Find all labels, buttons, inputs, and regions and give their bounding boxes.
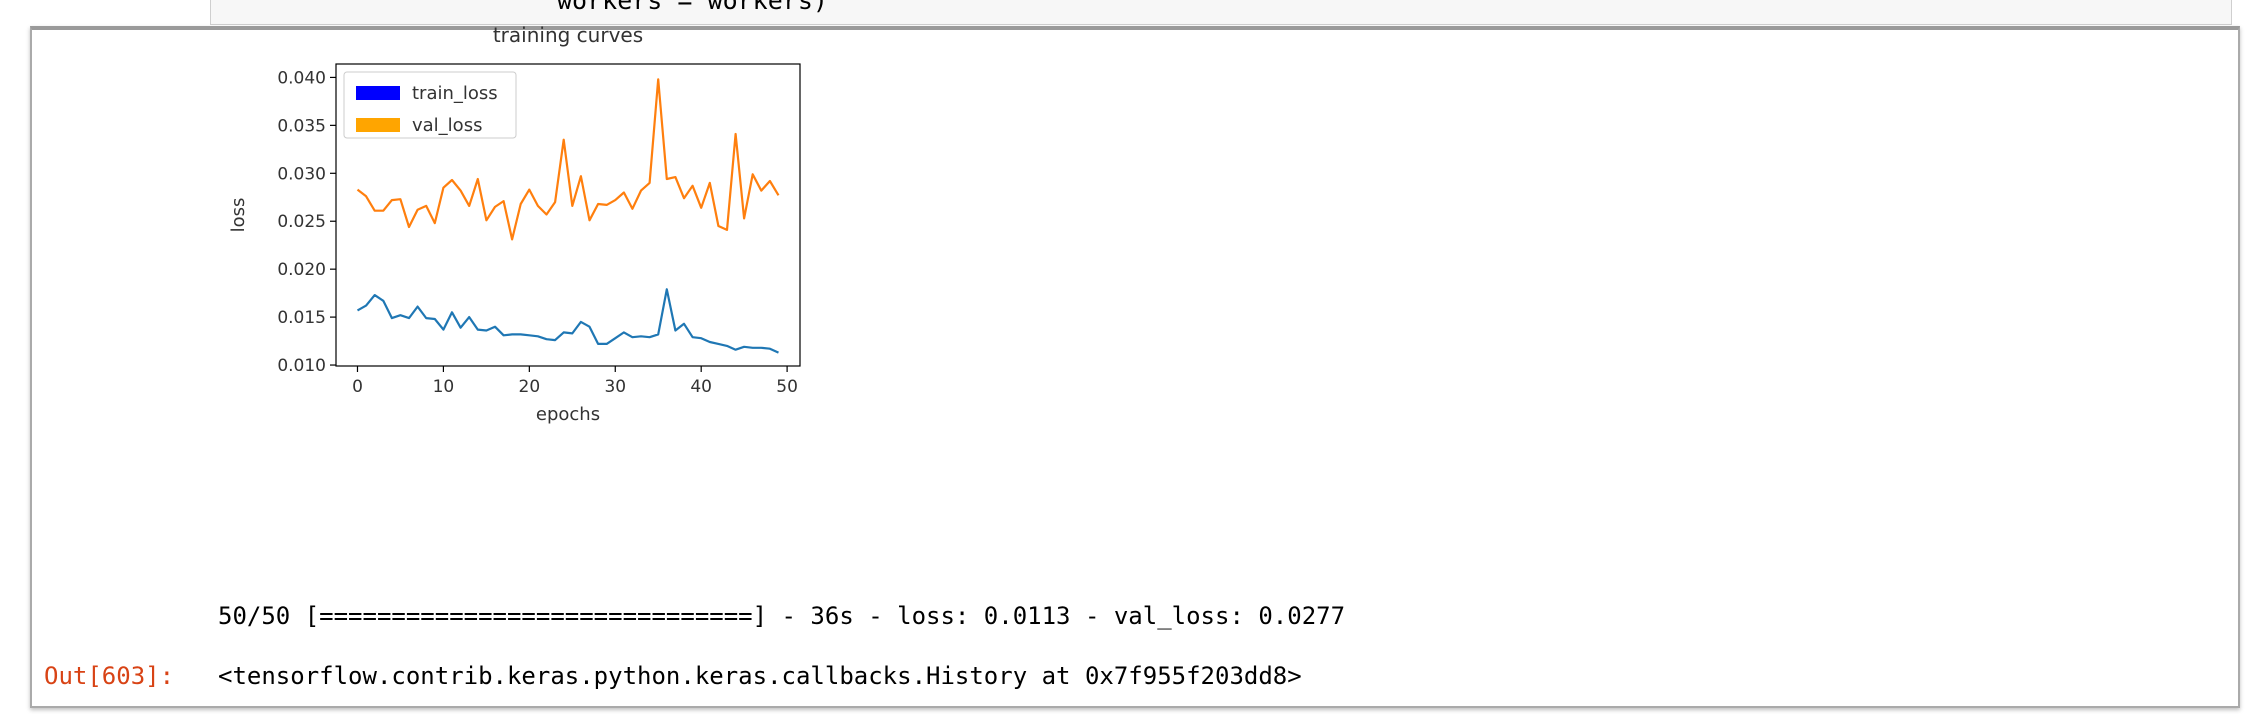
x-tick-label: 40 bbox=[690, 377, 712, 397]
legend-swatch-train_loss bbox=[356, 86, 400, 100]
legend-label-train_loss: train_loss bbox=[412, 83, 498, 104]
series-line-val_loss bbox=[356, 78, 780, 241]
x-tick-label: 20 bbox=[519, 377, 541, 397]
code-input-cell[interactable]: workers = workers) bbox=[210, 0, 2232, 25]
x-tick-label: 10 bbox=[433, 377, 455, 397]
x-tick-label: 30 bbox=[604, 377, 626, 397]
y-tick-label: 0.010 bbox=[277, 356, 326, 376]
output-result-text: <tensorflow.contrib.keras.python.keras.c… bbox=[218, 662, 1302, 690]
output-area bbox=[30, 26, 2240, 708]
training-progress-text: 50/50 [==============================] -… bbox=[218, 602, 1346, 630]
y-tick-label: 0.030 bbox=[277, 164, 326, 184]
code-line: workers = workers) bbox=[557, 0, 828, 15]
legend-label-val_loss: val_loss bbox=[412, 115, 482, 136]
y-tick-label: 0.040 bbox=[277, 68, 326, 88]
series-line-train_loss bbox=[356, 288, 779, 354]
y-tick-label: 0.025 bbox=[277, 212, 326, 232]
x-tick-label: 50 bbox=[776, 377, 798, 397]
output-prompt: Out[603]: bbox=[44, 662, 175, 690]
y-axis-label: loss bbox=[228, 198, 249, 233]
legend-swatch-val_loss bbox=[356, 118, 400, 132]
chart-title: training curves bbox=[493, 26, 643, 47]
plot-frame bbox=[335, 63, 801, 367]
training-curves-chart: training curves 0 10 20 30 40 50 0.010 0.015 0.02… bbox=[228, 26, 801, 425]
x-axis-label: epochs bbox=[536, 404, 600, 425]
y-tick-label: 0.035 bbox=[277, 116, 326, 136]
y-tick-label: 0.020 bbox=[277, 260, 326, 280]
y-tick-label: 0.015 bbox=[277, 308, 326, 328]
x-tick-label: 0 bbox=[352, 377, 363, 397]
